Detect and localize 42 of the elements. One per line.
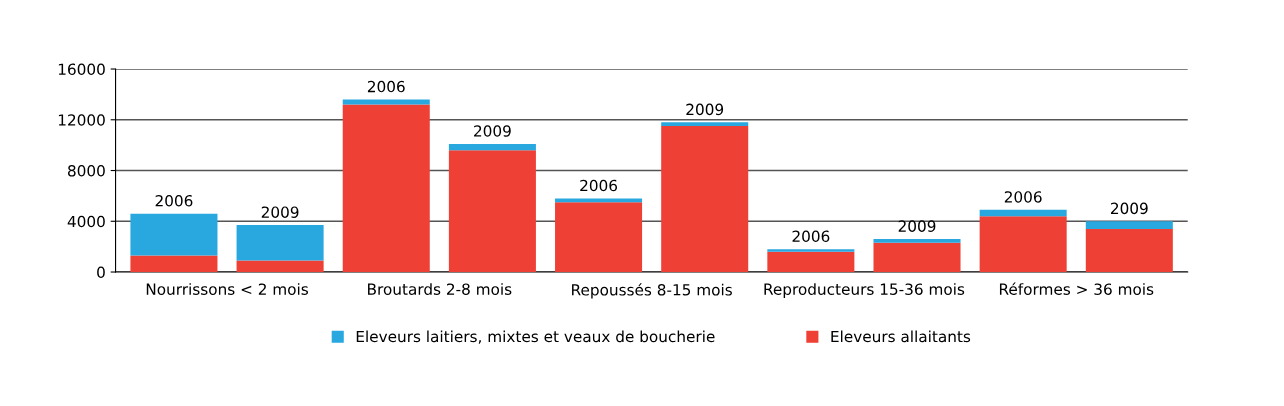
bar [979, 216, 1067, 273]
annotation: 2009 [898, 220, 936, 232]
bar [342, 99, 430, 105]
bar [1085, 228, 1173, 273]
bar [555, 202, 643, 273]
x-tick-label: Réformes > 36 mois [999, 282, 1154, 295]
bar [661, 122, 749, 127]
bar [448, 150, 536, 273]
y-tick-label: 4000 [67, 215, 105, 228]
annotation: 2006 [1004, 191, 1042, 203]
bar [342, 104, 430, 273]
bar [236, 260, 324, 273]
x-tick-label: Repoussés 8-15 mois [572, 283, 732, 299]
bar [979, 209, 1067, 217]
y-tick-label: 8000 [67, 164, 105, 177]
annotation: 2009 [261, 206, 299, 218]
bar [130, 213, 218, 256]
annotation: 2006 [155, 194, 193, 207]
annotation: 2006 [367, 80, 405, 93]
bar [767, 249, 855, 252]
annotation: 2009 [686, 103, 724, 116]
legend-label: Eleveurs laitiers, mixtes et veaux de boucherie [356, 330, 715, 344]
legend-label: Eleveurs allaitants [831, 330, 971, 343]
annotation: 2006 [580, 179, 618, 192]
bar [555, 198, 643, 203]
x-tick-label: Broutards 2-8 mois [368, 283, 512, 295]
bar [236, 225, 324, 261]
bar [448, 143, 536, 151]
y-tick-label: 12000 [58, 114, 105, 126]
annotation: 2009 [474, 125, 511, 137]
annotation: 2006 [792, 230, 830, 243]
y-tick-label: 0 [97, 266, 105, 279]
bar [1085, 221, 1173, 229]
annotation: 2009 [1110, 202, 1148, 215]
bar [873, 239, 961, 243]
bar [873, 242, 961, 273]
bar [130, 255, 218, 273]
bar [661, 126, 749, 273]
bar [767, 251, 855, 273]
x-tick-label: Reproducteurs 15-36 mois [764, 283, 965, 298]
x-tick-label: Nourrissons < 2 mois [146, 283, 308, 295]
y-tick-label: 16000 [58, 63, 105, 76]
